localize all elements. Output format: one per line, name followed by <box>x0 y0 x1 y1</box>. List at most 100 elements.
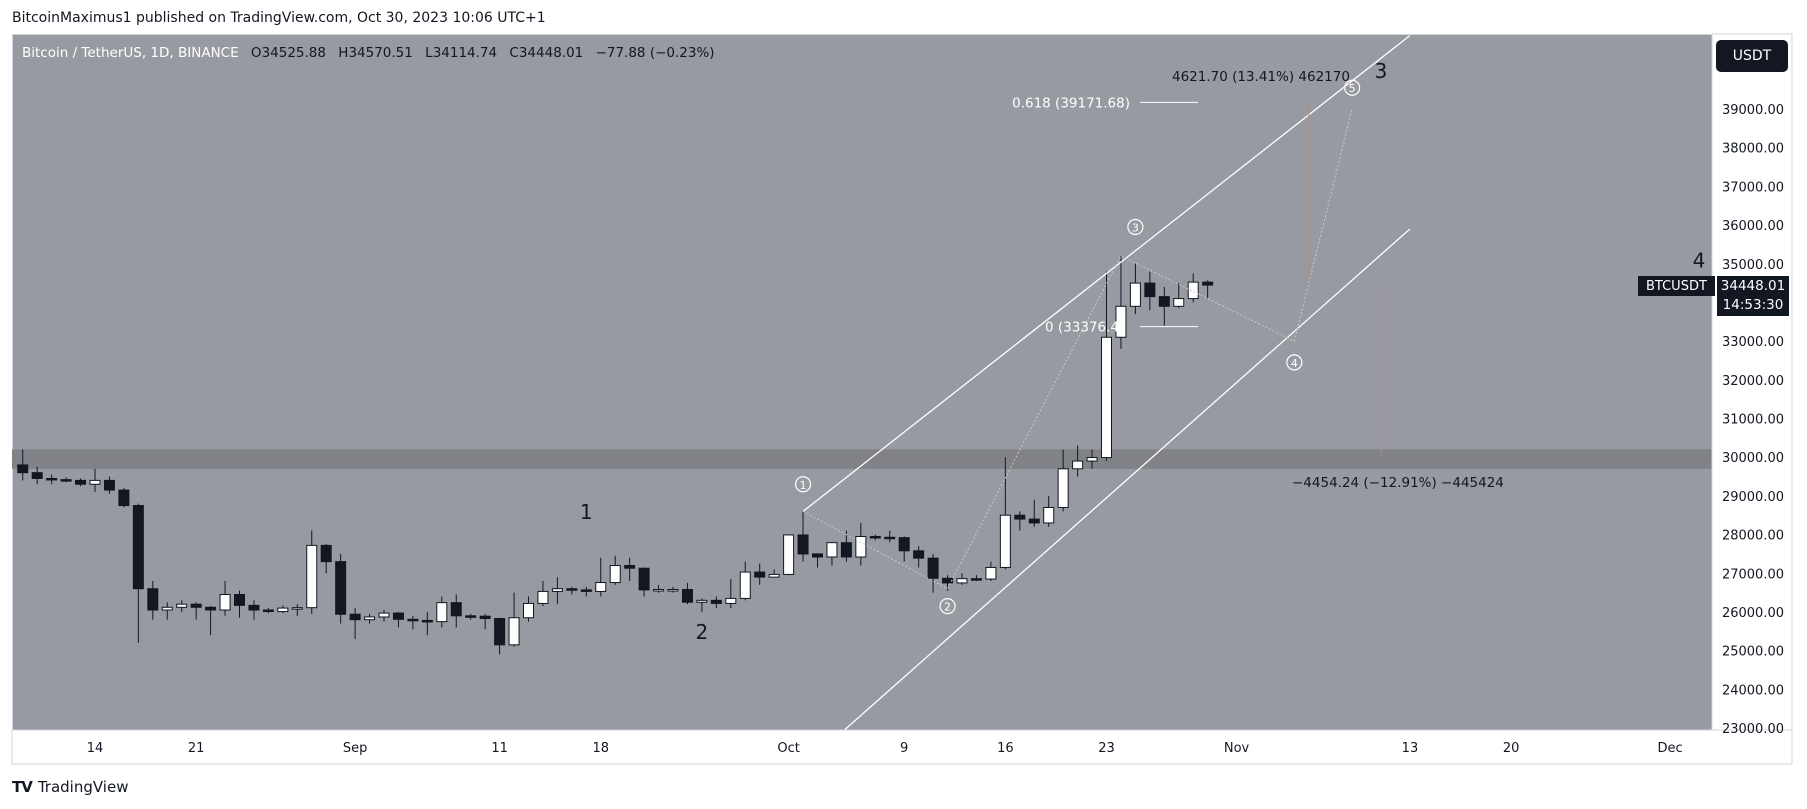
price-tick-label: 39000.00 <box>1722 103 1784 118</box>
candle-body <box>132 505 144 590</box>
candle-body <box>739 571 751 599</box>
candle-body <box>219 594 231 611</box>
candle-body <box>551 588 563 592</box>
time-tick-label: 20 <box>1503 741 1520 756</box>
bar-countdown: 14:53:30 <box>1722 297 1784 313</box>
time-axis <box>11 729 1793 765</box>
publisher-credit: BitcoinMaximus1 published on TradingView… <box>12 10 546 26</box>
candle-body <box>118 489 130 507</box>
candle-body <box>190 603 202 608</box>
time-tick-label: 18 <box>592 741 609 756</box>
candle-body <box>696 599 708 603</box>
candle-body <box>1158 296 1170 307</box>
candle-body <box>1187 281 1199 300</box>
plot-layer <box>12 34 1712 730</box>
candle-body <box>898 537 910 552</box>
wave-path <box>802 108 1353 590</box>
candle-body <box>1202 281 1214 286</box>
measure-down-label: −4454.24 (−12.91%) −445424 <box>1292 475 1504 491</box>
price-tick-label: 26000.00 <box>1722 606 1784 621</box>
price-tick-label: 28000.00 <box>1722 529 1784 544</box>
candle-body <box>942 577 954 584</box>
candle-body <box>956 578 968 584</box>
candle-body <box>840 542 852 558</box>
candle-body <box>927 557 939 579</box>
candle-body <box>768 573 780 578</box>
price-tick-label: 30000.00 <box>1722 451 1784 466</box>
candle-body <box>436 602 448 623</box>
candle-body <box>653 588 665 592</box>
time-tick-label: 9 <box>900 741 908 756</box>
open-value: 34525.88 <box>261 45 326 61</box>
candle-body <box>869 535 881 539</box>
candle-body <box>609 565 621 584</box>
candle-body <box>378 612 390 618</box>
price-tick-label: 36000.00 <box>1722 219 1784 234</box>
symbol-title[interactable]: Bitcoin / TetherUS, 1D, BINANCE <box>22 45 239 61</box>
candle-body <box>349 613 361 621</box>
time-tick-label: Nov <box>1224 741 1250 756</box>
candle-body <box>291 607 303 610</box>
price-tick-label: 23000.00 <box>1722 722 1784 737</box>
price-tick-label: 35000.00 <box>1722 258 1784 273</box>
wave-circle <box>794 476 812 493</box>
currency-button[interactable]: USDT <box>1716 40 1788 72</box>
support-zone <box>12 449 1712 469</box>
candle-body <box>754 571 766 578</box>
candle-body <box>421 619 433 623</box>
high-value: 34570.51 <box>348 45 413 61</box>
tradingview-logo-icon: 𝗧𝗩 <box>12 778 33 796</box>
candle-body <box>1014 514 1026 520</box>
candle-body <box>1115 305 1127 338</box>
candle-body <box>537 590 549 604</box>
wave-circle <box>1286 354 1303 371</box>
candle-body <box>17 464 29 474</box>
time-tick-label: 21 <box>188 741 205 756</box>
candle-body <box>205 606 217 611</box>
candle-body <box>725 597 737 604</box>
time-tick-label: 11 <box>491 741 508 756</box>
candle-body <box>450 602 462 617</box>
low-label: L <box>425 45 433 61</box>
fib-0618-label: 0.618 (39171.68) <box>1012 95 1130 111</box>
time-tick-label: 16 <box>997 741 1014 756</box>
candle-body <box>320 544 332 563</box>
degree-label: 4 <box>1693 249 1706 273</box>
symbol-price-tag: BTCUSDT <box>1638 276 1715 296</box>
price-tick-label: 38000.00 <box>1722 142 1784 157</box>
tradingview-footer[interactable]: 𝗧𝗩 TradingView <box>12 778 128 796</box>
last-price-tag: 34448.01 14:53:30 <box>1717 276 1789 316</box>
candle-body <box>479 615 491 620</box>
time-tick-label: Oct <box>777 741 799 756</box>
wave-circle <box>1344 79 1361 96</box>
candle-body <box>248 604 260 611</box>
price-tick-label: 33000.00 <box>1722 335 1784 350</box>
candle-body <box>681 588 693 603</box>
candle-body <box>176 603 188 608</box>
candle-body <box>624 565 636 569</box>
price-tick-label: 32000.00 <box>1722 374 1784 389</box>
candle-body <box>277 607 289 613</box>
candle-body <box>465 615 477 618</box>
candle-body <box>970 578 982 581</box>
degree-label: 1 <box>580 500 593 524</box>
wave-circle <box>1127 218 1144 236</box>
candle-body <box>262 609 274 613</box>
ohlc-legend: Bitcoin / TetherUS, 1D, BINANCE O34525.8… <box>22 45 715 61</box>
candle-body <box>1101 336 1112 459</box>
candle-body <box>364 616 376 621</box>
candle-body <box>1144 282 1156 298</box>
price-tick-label: 25000.00 <box>1722 645 1784 660</box>
candle-body <box>1072 460 1084 470</box>
close-value: 34448.01 <box>518 45 584 61</box>
candle-body <box>161 606 173 611</box>
candle-body <box>1043 506 1055 524</box>
candle-body <box>913 550 925 559</box>
wave-label: 5 <box>1349 82 1356 95</box>
candle-body <box>147 588 159 611</box>
time-tick-label: 23 <box>1098 741 1115 756</box>
candle-body <box>60 479 72 482</box>
candle-body <box>234 594 245 606</box>
fib-0-label: 0 (33376.4 <box>1045 320 1119 336</box>
